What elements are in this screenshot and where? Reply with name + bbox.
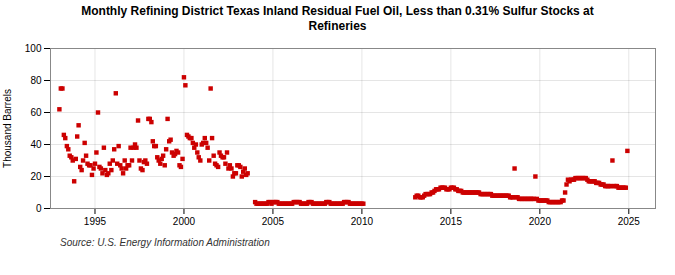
svg-text:2015: 2015: [440, 216, 463, 227]
svg-text:100: 100: [25, 43, 42, 54]
svg-text:40: 40: [30, 139, 42, 150]
svg-text:2010: 2010: [351, 216, 374, 227]
svg-text:1995: 1995: [84, 216, 107, 227]
svg-text:60: 60: [30, 107, 42, 118]
svg-text:2000: 2000: [173, 216, 196, 227]
html-text:Monthly Refining District Texa: Monthly Refining District Texas Inland R…: [81, 4, 594, 33]
svg-text:2020: 2020: [529, 216, 552, 227]
svg-text:2025: 2025: [618, 216, 641, 227]
svg-text:80: 80: [30, 75, 42, 86]
svg-text:2005: 2005: [262, 216, 285, 227]
svg-text:0: 0: [36, 203, 42, 214]
html-text:Source: U.S. Energy Informatio: Source: U.S. Energy Information Administ…: [60, 237, 270, 248]
svg-text:20: 20: [30, 171, 42, 182]
svg-text:Thousand Barrels: Thousand Barrels: [2, 89, 13, 168]
